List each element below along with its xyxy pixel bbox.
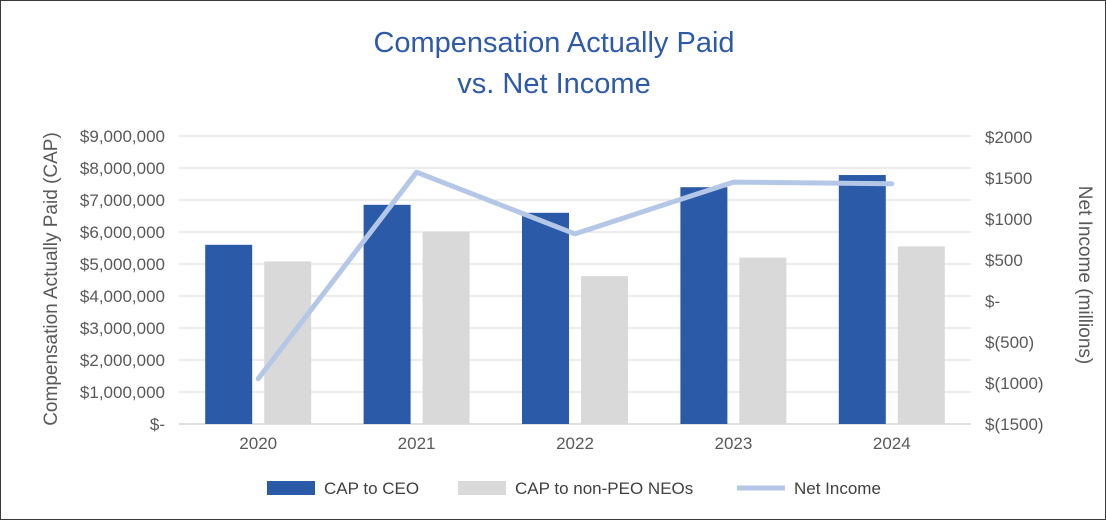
bar-cap-to-ceo-2020	[205, 244, 253, 424]
bar-cap-to-non-peo-neos-2022	[581, 276, 628, 424]
legend-swatch	[267, 481, 315, 495]
left-axis-ticks: $- $1,000,000 $2,000,000 $3,000,000 $4,000,0…	[80, 127, 165, 434]
chart-title-line-1: Compensation Actually Paid	[373, 27, 734, 59]
bar-cap-to-non-peo-neos-2024	[897, 246, 945, 424]
bar-cap-to-non-peo-neos-2021	[422, 231, 470, 424]
right-tick-label: $(500)	[985, 333, 1034, 352]
right-tick-label: $1000	[985, 210, 1032, 229]
bar-cap-to-ceo-2022	[522, 212, 569, 424]
right-axis-ticks: $(1500) $(1000) $(500) $- $500 $1000 $1500 $200…	[985, 128, 1044, 434]
chart-title-line-2: vs. Net Income	[457, 68, 650, 100]
right-tick-label: $-	[985, 292, 1000, 311]
right-axis-title: Net Income (millions)	[1074, 186, 1095, 364]
legend-label: CAP to non-PEO NEOs	[515, 479, 693, 498]
left-tick-label: $7,000,000	[80, 191, 165, 210]
left-tick-label: $6,000,000	[80, 223, 165, 242]
legend-swatch	[458, 481, 506, 495]
x-tick-label: 2020	[239, 434, 277, 453]
legend-label: Net Income	[794, 479, 881, 498]
right-tick-label: $(1000)	[985, 374, 1044, 393]
x-tick-label: 2021	[398, 434, 436, 453]
bar-cap-to-ceo-2021	[363, 204, 411, 424]
net-income-line-layer	[255, 169, 895, 382]
right-tick-label: $1500	[985, 169, 1032, 188]
left-tick-label: $9,000,000	[80, 127, 165, 146]
left-tick-label: $1,000,000	[80, 383, 165, 402]
left-tick-label: $2,000,000	[80, 351, 165, 370]
bar-cap-to-non-peo-neos-2023	[739, 257, 787, 424]
right-tick-label: $(1500)	[985, 415, 1044, 434]
net-income-line	[255, 169, 895, 382]
bar-cap-to-ceo-2023	[680, 187, 728, 424]
x-axis-ticks: 2020 2021 2022 2023 2024	[239, 434, 910, 453]
left-tick-label: $8,000,000	[80, 159, 165, 178]
left-tick-label: $-	[150, 415, 165, 434]
legend-label: CAP to CEO	[324, 479, 419, 498]
x-tick-label: 2023	[714, 434, 752, 453]
x-tick-label: 2024	[873, 434, 911, 453]
left-tick-label: $3,000,000	[80, 319, 165, 338]
x-tick-label: 2022	[556, 434, 594, 453]
right-tick-label: $500	[985, 251, 1023, 270]
left-tick-label: $4,000,000	[80, 287, 165, 306]
right-tick-label: $2000	[985, 128, 1032, 147]
legend: CAP to CEO CAP to non-PEO NEOs Net Income	[267, 479, 881, 498]
bar-cap-to-ceo-2024	[838, 175, 886, 424]
bars	[205, 175, 945, 424]
left-tick-label: $5,000,000	[80, 255, 165, 274]
left-axis-title: Compensation Actually Paid (CAP)	[41, 132, 62, 426]
